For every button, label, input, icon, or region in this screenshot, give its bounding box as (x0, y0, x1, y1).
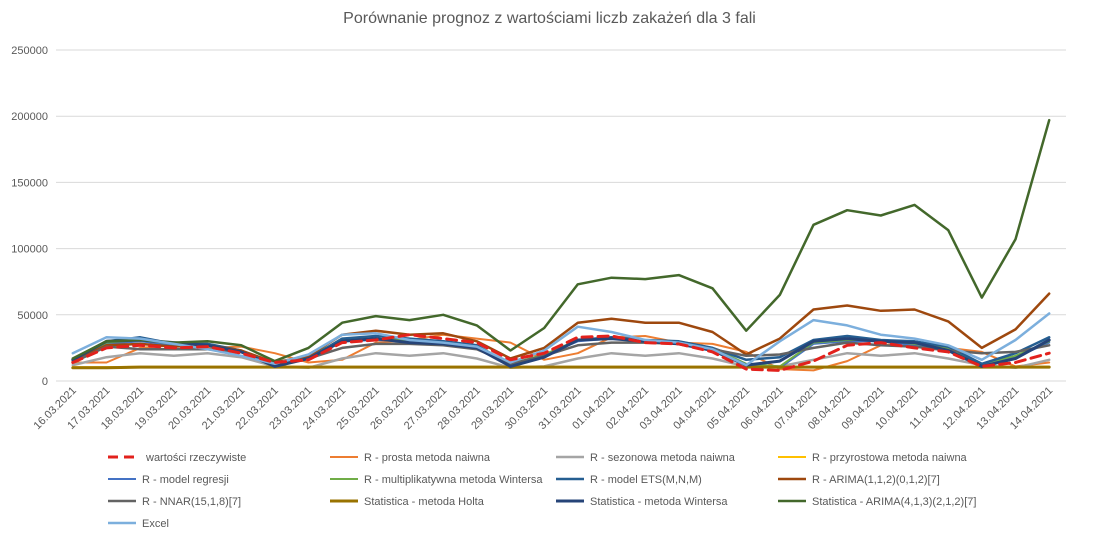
series-line (71, 365, 1051, 370)
y-tick-label: 250000 (11, 45, 48, 57)
legend-label: R - przyrostowa metoda naiwna (812, 452, 968, 464)
chart-title: Porównanie prognoz z wartościami liczb z… (343, 10, 756, 27)
legend-label: R - model ETS(M,N,M) (590, 474, 702, 486)
y-tick-label: 200000 (11, 111, 48, 123)
legend: wartości rzeczywiste R - prosta metoda na… (108, 452, 976, 530)
legend-label: Statistica - ARIMA(4,1,3)(2,1,2)[7] (812, 496, 976, 508)
series-line (71, 333, 1051, 372)
legend-label: Statistica - metoda Holta (364, 496, 485, 508)
legend-label: R - multiplikatywna metoda Wintersa (364, 474, 543, 486)
legend-label: R - model regresji (142, 474, 229, 486)
series-line (71, 351, 1051, 370)
series-line (71, 118, 1051, 363)
y-axis: 0 50000 100000 150000 200000 250000 (11, 45, 48, 388)
grid-layer (56, 49, 1066, 382)
x-axis: 16.03.202117.03.202118.03.202119.03.2021… (32, 385, 1056, 432)
y-tick-label: 50000 (17, 310, 48, 322)
y-tick-label: 100000 (11, 244, 48, 256)
legend-label: R - NNAR(15,1,8)[7] (142, 496, 241, 508)
y-tick-label: 150000 (11, 177, 48, 189)
legend-label: wartości rzeczywiste (145, 452, 246, 464)
legend-label: R - prosta metoda naiwna (364, 452, 491, 464)
legend-label: R - sezonowa metoda naiwna (590, 452, 736, 464)
series-line (71, 312, 1051, 367)
legend-label: Statistica - metoda Wintersa (590, 496, 728, 508)
legend-label: Excel (142, 518, 169, 530)
y-tick-label: 0 (42, 376, 48, 388)
series-layer (71, 118, 1051, 372)
legend-label: R - ARIMA(1,1,2)(0,1,2)[7] (812, 474, 940, 486)
